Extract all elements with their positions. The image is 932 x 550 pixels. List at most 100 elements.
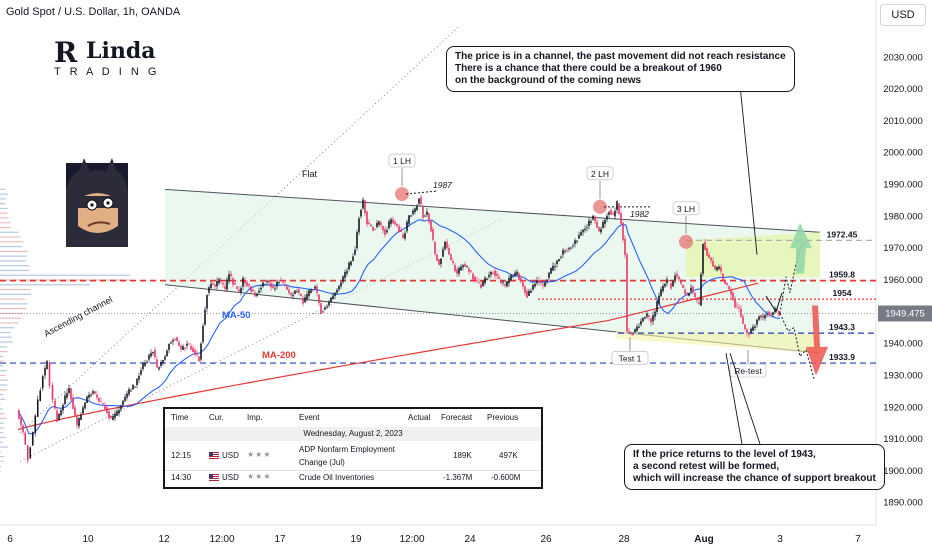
candle-body [700,274,702,305]
candle-body [452,261,454,263]
callout-bottom-line-2: a second retest will be formed, [633,461,876,473]
candle-body [360,210,362,216]
candle-body [86,397,88,403]
x-tick-label: 17 [274,534,286,545]
candle-body [706,248,708,255]
candle-body [27,445,29,460]
test-label: Re-test [734,366,762,376]
candle-body [296,292,298,293]
candle-body [344,272,346,278]
candle-body [520,278,522,280]
chart-stage: Ascending channel Flat 1972.45 1959.8 1954 19… [0,0,932,550]
candle-body [562,250,564,254]
candle-body [688,293,690,296]
candle-body [364,200,366,213]
volume-bar [0,399,5,400]
candle-body [192,348,194,352]
candle-body [702,244,704,274]
candle-body [518,274,520,280]
candle-body [670,283,672,288]
candle-body [70,388,72,399]
candle-body [496,274,498,276]
support-zone [616,331,820,353]
candle-body [358,218,360,232]
candle-body [216,281,218,286]
candle-body [322,312,324,313]
y-tick-label: 1910.000 [883,434,923,445]
candle-body [58,414,60,420]
candle-body [306,294,308,299]
candle-body [340,283,342,287]
candle-body [580,232,582,235]
candle-body [676,274,678,277]
x-tick-label: 28 [618,534,630,545]
candle-body [736,305,738,306]
candle-body [758,316,760,319]
candle-body [292,295,294,296]
volume-bar [0,456,4,457]
candle-body [754,326,756,327]
x-tick-label: 24 [464,534,476,545]
volume-bar [0,203,5,204]
lh-label: 1 LH [393,156,411,166]
candle-body [458,268,460,274]
candle-body [228,274,230,281]
x-tick-label: 19 [350,534,362,545]
candle-body [208,287,210,292]
candle-body [392,220,394,224]
candle-body [246,282,248,286]
candle-body [214,285,216,287]
logo-trading: T R A D I N G [54,66,159,78]
candle-body [616,201,618,210]
candle-body [178,342,180,347]
candle-body [118,410,120,414]
volume-bar [0,308,27,309]
callout-retest-note: If the price returns to the level of 194… [624,444,885,490]
candle-body [602,222,604,228]
event-name: ADP Nonfarm Employment [299,445,395,454]
candle-body [312,291,314,292]
economic-events-table: Time Cur. Imp. Event Actual Forecast Pre… [163,407,543,489]
candle-body [52,385,54,400]
importance-stars-icon: ★★★ [247,450,272,459]
candle-body [728,286,730,289]
candle-body [658,296,660,304]
volume-bar [0,408,3,409]
candle-body [148,355,150,360]
candle-body [130,391,132,392]
event-currency: USD [209,451,239,460]
candle-body [498,277,500,279]
level-1982-label: 1982 [630,209,649,219]
candle-body [248,284,250,285]
us-flag-icon [209,474,219,481]
candle-body [698,302,700,304]
candle-body [634,329,636,332]
candle-body [170,342,172,343]
volume-bar [0,322,19,323]
col-previous-header: Previous [487,413,518,422]
candle-body [168,344,170,350]
candle-body [548,273,550,278]
x-tick-label: 3 [777,534,783,545]
candle-body [202,326,204,342]
candle-body [594,216,596,221]
candle-body [578,235,580,239]
candle-body [526,291,528,298]
candle-body [432,229,434,240]
candle-body [242,278,244,287]
candle-body [536,280,538,283]
candle-body [426,212,428,215]
candle-body [164,356,166,359]
candle-body [560,257,562,258]
currency-button[interactable]: USD [880,4,926,26]
candle-body [20,418,22,425]
candle-body [604,220,606,224]
candle-body [132,385,134,389]
x-tick-label: 12:00 [209,534,234,545]
us-flag-icon [209,452,219,459]
volume-bar [0,394,3,395]
candle-body [512,276,514,277]
volume-bar [0,241,23,242]
volume-bar [0,380,8,381]
candle-body [464,264,466,267]
